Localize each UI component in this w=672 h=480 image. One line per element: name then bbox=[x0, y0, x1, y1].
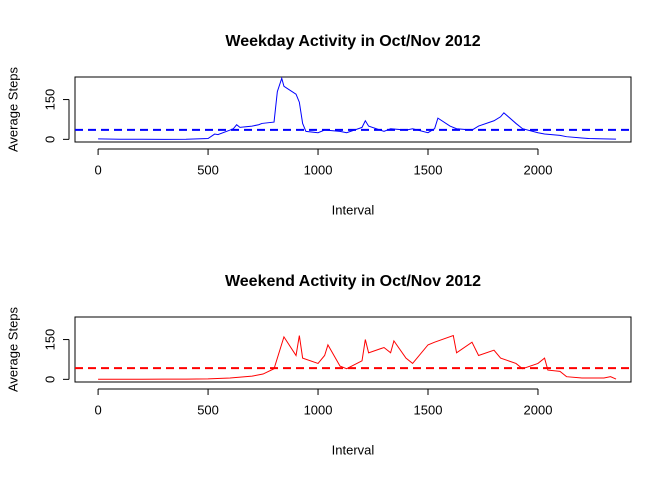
plot-frame bbox=[74, 316, 632, 383]
x-axis-label: Interval bbox=[332, 202, 375, 217]
y-tick-label: 0 bbox=[42, 136, 57, 143]
x-tick-label: 0 bbox=[94, 162, 101, 177]
chart-title: Weekend Activity in Oct/Nov 2012 bbox=[225, 273, 481, 290]
x-tick-label: 2000 bbox=[524, 402, 553, 417]
y-axis-label: Average Steps bbox=[5, 66, 20, 152]
y-tick-label: 0 bbox=[42, 376, 57, 383]
x-tick-label: 1000 bbox=[304, 402, 333, 417]
x-tick-label: 500 bbox=[197, 162, 219, 177]
x-axis-label: Interval bbox=[332, 442, 375, 457]
x-tick-label: 1500 bbox=[414, 162, 443, 177]
data-line bbox=[98, 334, 617, 380]
x-tick-label: 0 bbox=[94, 402, 101, 417]
chart-title: Weekday Activity in Oct/Nov 2012 bbox=[225, 33, 480, 50]
x-tick-label: 2000 bbox=[524, 162, 553, 177]
y-tick-label: 150 bbox=[42, 329, 57, 351]
y-axis-label: Average Steps bbox=[5, 306, 20, 392]
x-tick-label: 1500 bbox=[414, 402, 443, 417]
x-tick-label: 500 bbox=[197, 402, 219, 417]
plot-frame bbox=[74, 76, 632, 143]
x-tick-label: 1000 bbox=[304, 162, 333, 177]
data-line bbox=[98, 76, 617, 140]
y-tick-label: 150 bbox=[42, 89, 57, 111]
